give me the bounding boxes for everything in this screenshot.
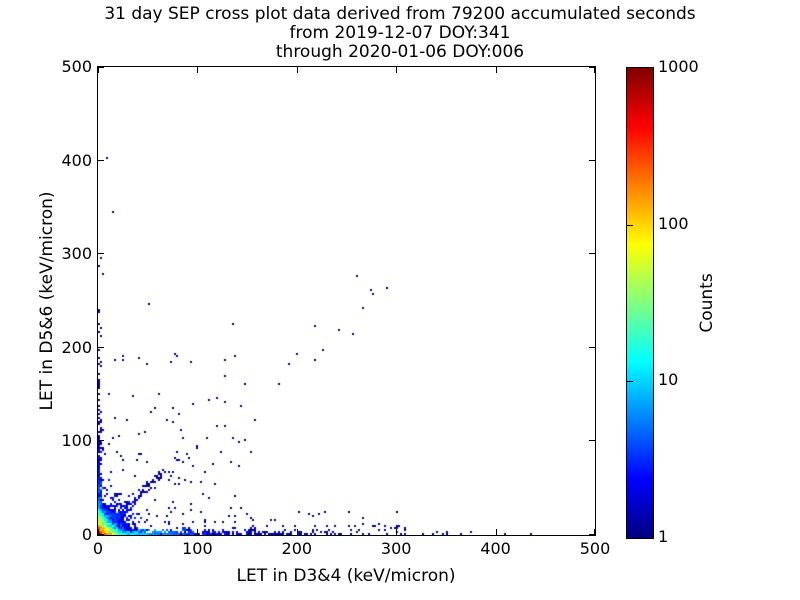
x-tick-mark-top bbox=[297, 67, 298, 73]
colorbar-tick-label: 1000 bbox=[658, 57, 699, 76]
y-tick-mark-right bbox=[589, 440, 595, 441]
x-tick-mark-bottom bbox=[98, 529, 99, 535]
x-tick-mark-bottom bbox=[594, 529, 595, 535]
chart-title-line-1: 31 day SEP cross plot data derived from … bbox=[104, 4, 696, 24]
y-tick-mark-right bbox=[589, 347, 595, 348]
colorbar bbox=[626, 67, 654, 539]
x-tick-mark-top bbox=[197, 67, 198, 73]
y-tick-mark-left bbox=[98, 160, 104, 161]
y-tick-mark-right bbox=[589, 67, 595, 68]
chart-title: 31 day SEP cross plot data derived from … bbox=[0, 5, 800, 62]
chart-title-line-2: from 2019-12-07 DOY:341 bbox=[289, 23, 511, 43]
x-tick-label: 400 bbox=[480, 539, 511, 558]
x-tick-mark-top bbox=[98, 67, 99, 73]
y-tick-mark-left bbox=[98, 534, 104, 535]
x-tick-label: 100 bbox=[182, 539, 213, 558]
x-tick-label: 500 bbox=[579, 539, 611, 558]
chart-title-line-3: through 2020-01-06 DOY:006 bbox=[275, 42, 525, 62]
x-tick-label: 300 bbox=[380, 539, 412, 558]
x-tick-mark-bottom bbox=[396, 529, 397, 535]
x-tick-mark-top bbox=[496, 67, 497, 73]
y-axis-label: LET in D5&6 (keV/micron) bbox=[37, 191, 57, 411]
y-tick-mark-right bbox=[589, 534, 595, 535]
x-tick-mark-top bbox=[396, 67, 397, 73]
colorbar-tick-mark bbox=[627, 381, 633, 382]
colorbar-tick-label: 100 bbox=[658, 213, 689, 233]
y-tick-mark-right bbox=[589, 160, 595, 161]
scatter-canvas bbox=[98, 67, 595, 535]
y-tick-mark-right bbox=[589, 253, 595, 254]
y-tick-mark-left bbox=[98, 440, 104, 441]
x-axis-label: LET in D3&4 (keV/micron) bbox=[236, 566, 456, 586]
colorbar-tick-mark bbox=[627, 225, 633, 226]
y-tick-label: 200 bbox=[61, 337, 92, 357]
x-tick-mark-bottom bbox=[297, 529, 298, 535]
y-tick-mark-left bbox=[98, 253, 104, 254]
x-tick-mark-bottom bbox=[197, 529, 198, 535]
y-tick-mark-left bbox=[98, 347, 104, 348]
colorbar-tick-label: 1 bbox=[658, 527, 669, 546]
y-tick-mark-left bbox=[98, 67, 104, 68]
x-tick-label: 0 bbox=[92, 539, 104, 558]
colorbar-label: Counts bbox=[697, 273, 717, 333]
y-tick-label: 0 bbox=[81, 525, 92, 544]
plot-area bbox=[97, 66, 596, 536]
y-tick-label: 300 bbox=[61, 244, 92, 264]
colorbar-tick-label: 10 bbox=[658, 370, 679, 390]
x-tick-mark-bottom bbox=[496, 529, 497, 535]
y-tick-label: 400 bbox=[61, 150, 92, 170]
y-tick-label: 500 bbox=[61, 57, 92, 76]
x-tick-mark-top bbox=[594, 67, 595, 73]
x-tick-label: 200 bbox=[281, 539, 313, 558]
y-tick-label: 100 bbox=[61, 431, 92, 451]
